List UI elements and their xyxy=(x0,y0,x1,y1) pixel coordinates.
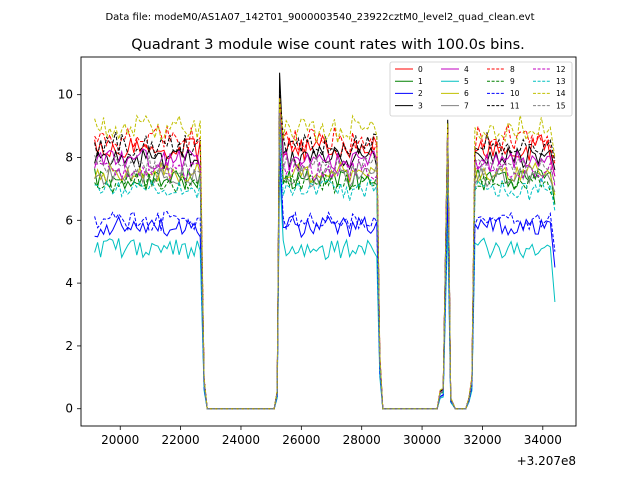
y-tick-label: 2 xyxy=(65,339,73,353)
x-tick-label: 32000 xyxy=(463,433,501,447)
series-line-5 xyxy=(94,170,556,410)
y-tick-label: 6 xyxy=(65,213,73,227)
x-tick-label: 34000 xyxy=(524,433,562,447)
x-axis: 20000 22000 24000 26000 28000 30000 32000 34000 xyxy=(101,426,562,447)
x-axis-offset-label: +3.207e8 xyxy=(517,454,576,468)
legend-label-13: 13 xyxy=(556,77,566,86)
series-line-10 xyxy=(94,144,556,410)
legend-label-5: 5 xyxy=(464,77,469,86)
legend-label-8: 8 xyxy=(510,65,515,74)
legend-label-12: 12 xyxy=(556,65,566,74)
series-line-3 xyxy=(94,72,556,410)
series-line-4 xyxy=(94,107,556,410)
series-layer xyxy=(94,72,556,410)
series-line-12 xyxy=(94,110,556,410)
series-line-15 xyxy=(94,113,556,410)
legend-box xyxy=(389,61,573,117)
x-tick-label: 22000 xyxy=(162,433,200,447)
y-tick-label: 0 xyxy=(65,402,73,416)
series-line-9 xyxy=(94,116,556,410)
series-line-0 xyxy=(94,100,556,410)
x-tick-label: 24000 xyxy=(222,433,260,447)
legend-label-9: 9 xyxy=(510,77,515,86)
series-line-14 xyxy=(94,97,556,410)
y-tick-label: 4 xyxy=(65,276,73,290)
x-tick-label: 26000 xyxy=(282,433,320,447)
series-line-8 xyxy=(94,97,556,410)
plot-area: 20000 22000 24000 26000 28000 30000 32000 34000… xyxy=(58,56,577,468)
legend-label-1: 1 xyxy=(418,77,423,86)
legend-label-10: 10 xyxy=(510,89,520,98)
series-line-2 xyxy=(94,151,556,410)
legend-label-4: 4 xyxy=(464,65,469,74)
legend-label-15: 15 xyxy=(556,101,566,110)
series-line-13 xyxy=(94,119,556,410)
y-axis: 0 2 4 6 8 10 xyxy=(58,88,81,416)
figure-suptitle: Data file: modeM0/AS1A07_142T01_90000035… xyxy=(105,12,534,23)
legend-label-14: 14 xyxy=(556,89,566,98)
legend-label-7: 7 xyxy=(464,101,469,110)
chart-title: Quadrant 3 module wise count rates with … xyxy=(131,37,525,53)
series-line-11 xyxy=(94,88,556,410)
legend-label-2: 2 xyxy=(418,89,423,98)
series-line-7 xyxy=(94,110,556,410)
legend-label-6: 6 xyxy=(464,89,469,98)
x-tick-label: 20000 xyxy=(101,433,139,447)
legend-label-0: 0 xyxy=(418,65,423,74)
y-tick-label: 8 xyxy=(65,150,73,164)
y-tick-label: 10 xyxy=(58,88,73,102)
x-tick-label: 30000 xyxy=(403,433,441,447)
axes-frame xyxy=(80,56,577,427)
legend-label-3: 3 xyxy=(418,101,423,110)
legend-label-11: 11 xyxy=(510,101,520,110)
x-tick-label: 28000 xyxy=(343,433,381,447)
